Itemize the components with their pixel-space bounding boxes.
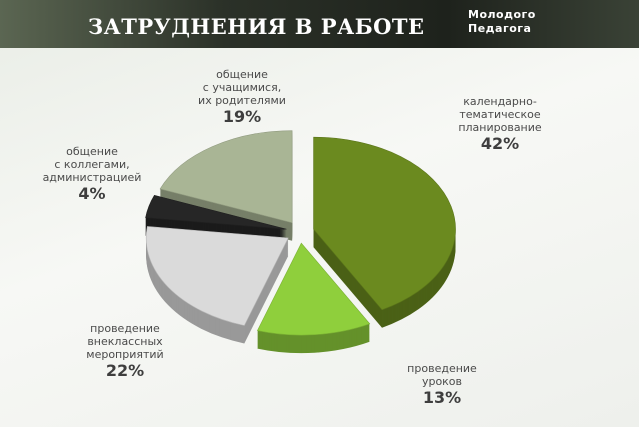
slice-label: проведение внеклассных мероприятий	[86, 322, 164, 361]
value-label: 13%	[422, 388, 462, 407]
logo-line: Педагога	[468, 22, 532, 35]
slice	[159, 130, 293, 241]
value-label: 4%	[78, 184, 106, 203]
slice	[256, 242, 371, 354]
value-label: 19%	[222, 107, 262, 126]
slice-label: общение с учащимися, их родителями	[198, 68, 286, 107]
slice-top	[313, 136, 456, 311]
slice-top	[145, 194, 287, 230]
title-bar	[0, 0, 639, 48]
chart-title: ЗАТРУДНЕНИЯ В РАБОТЕ	[88, 14, 425, 39]
slice-top	[159, 130, 293, 224]
slice-top	[256, 242, 371, 336]
value-label: 22%	[105, 361, 145, 380]
slice-label: общение с коллегами, администрацией	[42, 145, 142, 184]
slice-top	[145, 226, 289, 326]
slice	[145, 226, 289, 344]
value-label: 42%	[480, 134, 520, 153]
slice-label: проведение уроков	[407, 362, 477, 388]
logo-line: Молодого	[468, 8, 536, 21]
slice	[313, 136, 456, 328]
slice-label: календарно- тематическое планирование	[458, 95, 542, 134]
